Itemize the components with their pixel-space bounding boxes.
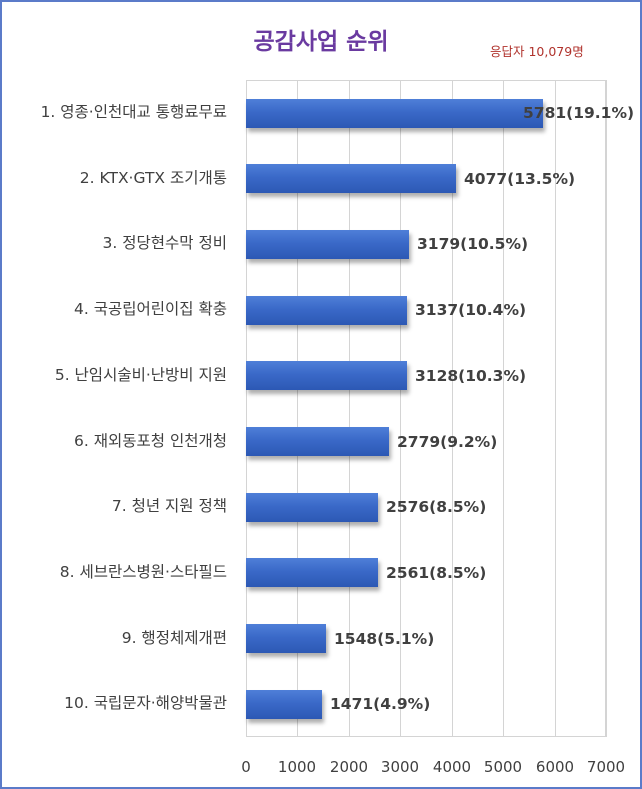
x-tick-label: 0 [241,758,251,776]
x-tick-label: 7000 [586,758,626,776]
bar [246,558,378,587]
bar [246,296,407,325]
data-label: 2779(9.2%) [397,433,498,451]
bar [246,624,326,653]
gridline [555,80,556,737]
data-label: 1548(5.1%) [334,630,435,648]
bar [246,690,322,719]
data-label: 5781(19.1%) [523,104,635,122]
bar [246,361,407,390]
plot-area [246,80,606,737]
category-label: 8. 세브란스병원·스타필드 [59,563,227,581]
x-tick-label: 3000 [380,758,420,776]
data-label: 3128(10.3%) [415,367,527,385]
data-label: 2576(8.5%) [386,498,487,516]
category-label: 3. 정당현수막 정비 [102,234,227,252]
data-label: 3137(10.4%) [415,301,527,319]
x-tick-label: 2000 [329,758,369,776]
bar [246,230,409,259]
gridline [297,80,298,737]
chart-title: 공감사업 순위 [253,29,389,55]
x-tick-label: 6000 [535,758,575,776]
bar [246,493,378,522]
bar [246,164,456,193]
category-label: 5. 난임시술비·난방비 지원 [54,366,227,384]
data-label: 2561(8.5%) [386,564,487,582]
x-tick-label: 4000 [432,758,472,776]
gridline [400,80,401,737]
respondent-count: 응답자 10,079명 [490,44,584,59]
gridline [606,80,607,737]
category-label: 1. 영종·인천대교 통행료무료 [40,103,227,121]
x-tick-label: 5000 [483,758,523,776]
data-label: 1471(4.9%) [330,695,431,713]
data-label: 3179(10.5%) [417,235,529,253]
data-label: 4077(13.5%) [464,170,576,188]
category-label: 4. 국공립어린이집 확충 [74,300,227,318]
gridline [349,80,350,737]
category-label: 7. 청년 지원 정책 [111,497,227,515]
category-label: 2. KTX·GTX 조기개통 [79,169,227,187]
bar [246,99,543,128]
x-tick-label: 1000 [277,758,317,776]
category-label: 6. 재외동포청 인천개청 [74,432,227,450]
gridline [452,80,453,737]
category-label: 9. 행정체제개편 [121,629,227,647]
gridline [503,80,504,737]
bar [246,427,389,456]
category-label: 10. 국립문자·해양박물관 [64,694,227,712]
